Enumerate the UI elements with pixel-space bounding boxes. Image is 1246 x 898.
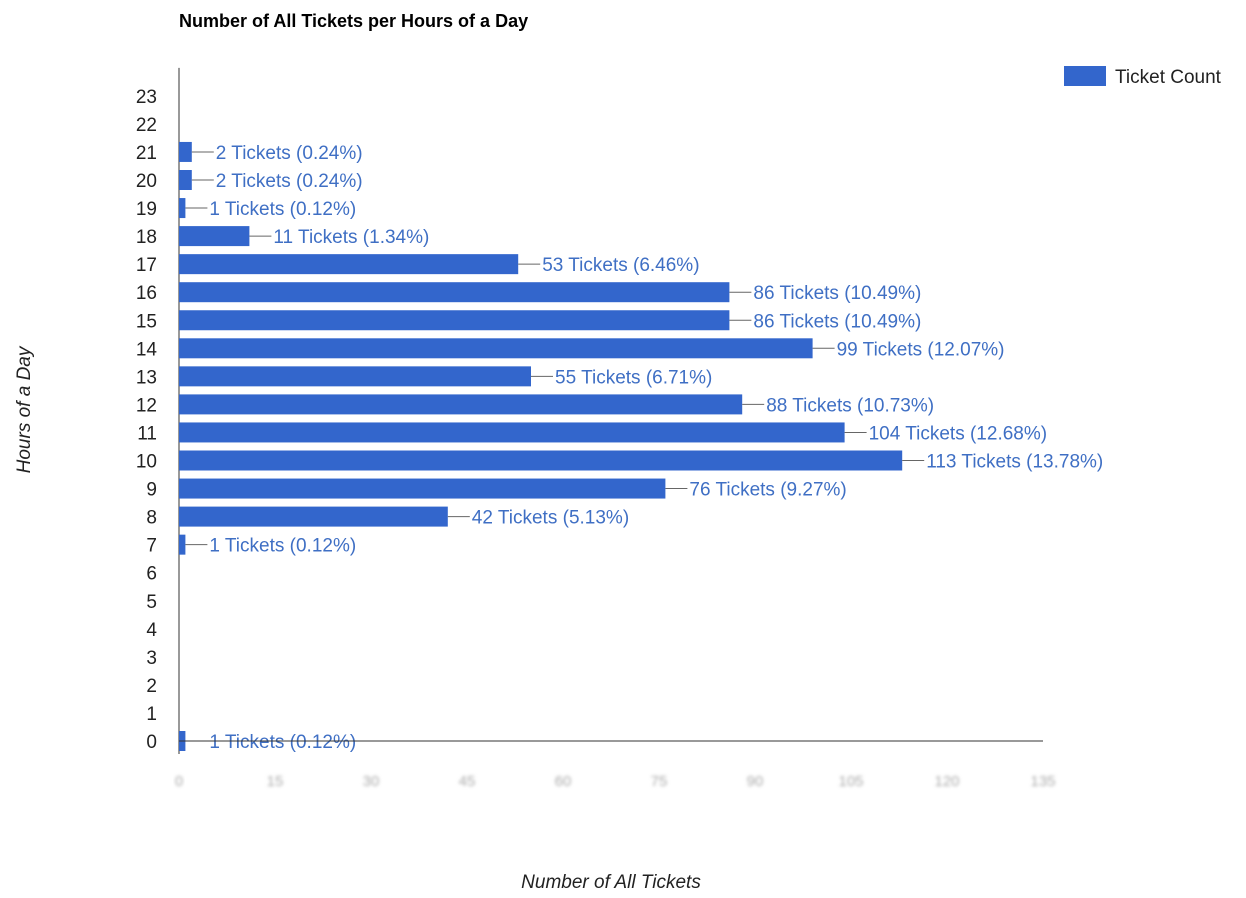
x-tick-label: 90	[747, 773, 764, 790]
x-tick-label: 135	[1030, 773, 1055, 790]
y-tick-label: 13	[136, 367, 157, 388]
data-label: 99 Tickets (12.07%)	[837, 339, 1005, 360]
y-tick-label: 23	[136, 87, 157, 108]
data-label: 53 Tickets (6.46%)	[542, 255, 699, 276]
y-tick-label: 15	[136, 311, 157, 332]
x-tick-label: 75	[651, 773, 668, 790]
data-label: 88 Tickets (10.73%)	[766, 395, 934, 416]
bar	[179, 394, 743, 415]
bar	[179, 422, 845, 443]
x-tick-label: 45	[459, 773, 476, 790]
bar	[179, 282, 730, 303]
y-tick-label: 5	[146, 592, 157, 613]
data-label: 2 Tickets (0.24%)	[216, 143, 363, 164]
y-tick-label: 0	[146, 732, 157, 753]
legend-swatch	[1064, 66, 1106, 86]
data-label: 104 Tickets (12.68%)	[869, 423, 1047, 444]
bar	[179, 506, 448, 527]
data-label: 86 Tickets (10.49%)	[753, 311, 921, 332]
chart-title: Number of All Tickets per Hours of a Day	[179, 11, 528, 31]
y-tick-label: 19	[136, 199, 157, 220]
data-label: 113 Tickets (13.78%)	[926, 452, 1103, 473]
y-tick-label: 14	[136, 339, 158, 360]
y-tick-label: 12	[136, 395, 157, 416]
data-label: 86 Tickets (10.49%)	[753, 283, 921, 304]
data-label: 1 Tickets (0.12%)	[209, 199, 356, 220]
y-tick-label: 7	[146, 536, 157, 557]
bar	[179, 170, 192, 190]
legend-label: Ticket Count	[1115, 67, 1222, 88]
y-tick-label: 10	[136, 452, 157, 473]
y-tick-label: 8	[146, 508, 157, 529]
bar	[179, 226, 250, 247]
y-tick-label: 21	[136, 143, 157, 164]
bar	[179, 338, 813, 359]
y-axis-title: Hours of a Day	[14, 345, 35, 473]
x-tick-label: 60	[555, 773, 572, 790]
bar	[179, 198, 186, 219]
y-tick-label: 9	[146, 480, 157, 501]
bar	[179, 141, 192, 162]
y-tick-label: 4	[146, 620, 157, 641]
y-tick-label: 20	[136, 171, 157, 192]
x-tick-label: 15	[267, 773, 284, 790]
bar	[179, 310, 730, 331]
y-tick-label: 2	[146, 676, 157, 697]
y-tick-label: 22	[136, 115, 157, 136]
y-tick-label: 16	[136, 283, 157, 304]
y-tick-label: 11	[137, 423, 157, 444]
bar	[179, 254, 519, 275]
x-tick-label: 0	[175, 773, 183, 790]
data-label: 55 Tickets (6.71%)	[555, 367, 712, 388]
y-tick-label: 18	[136, 227, 157, 248]
x-tick-label: 120	[934, 773, 959, 790]
data-label: 1 Tickets (0.12%)	[209, 536, 356, 557]
bar	[179, 366, 531, 387]
data-label: 76 Tickets (9.27%)	[689, 480, 846, 501]
y-tick-label: 17	[136, 255, 157, 276]
x-tick-label: 30	[363, 773, 380, 790]
bar	[179, 478, 666, 499]
y-tick-label: 6	[146, 564, 157, 585]
data-label: 2 Tickets (0.24%)	[216, 171, 363, 192]
bar	[179, 534, 186, 555]
data-label: 42 Tickets (5.13%)	[472, 508, 629, 529]
x-tick-label: 105	[838, 773, 863, 790]
x-axis-title: Number of All Tickets	[521, 872, 701, 893]
y-tick-label: 3	[146, 648, 157, 669]
bar	[179, 450, 903, 471]
legend: Ticket Count	[1064, 66, 1222, 88]
data-label: 1 Tickets (0.12%)	[209, 732, 356, 753]
y-tick-label: 1	[146, 704, 157, 725]
data-label: 11 Tickets (1.34%)	[273, 227, 429, 248]
